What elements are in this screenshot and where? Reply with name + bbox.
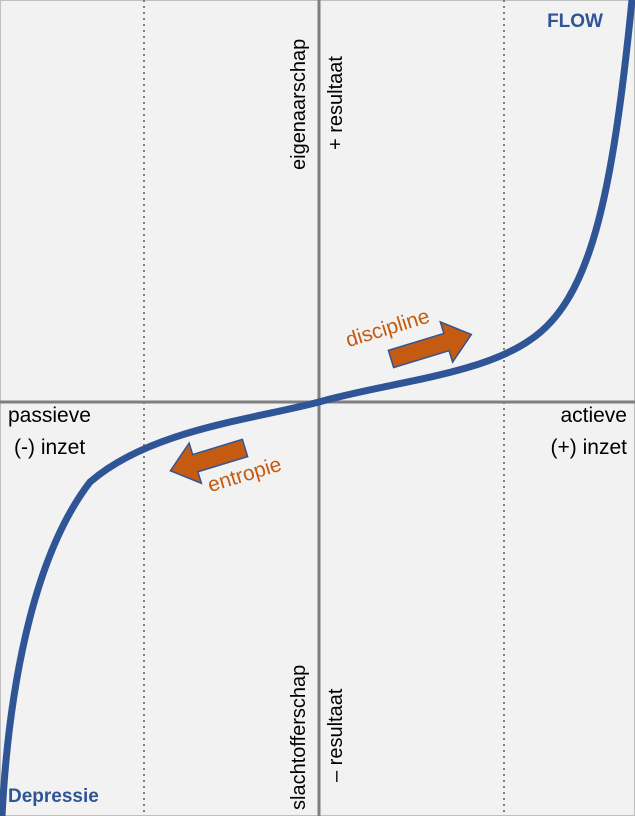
- flow-label: FLOW: [547, 11, 603, 32]
- positive-inzet-text: (+) inzet: [550, 436, 627, 459]
- actieve-text: actieve: [560, 404, 627, 427]
- passieve-text: passieve: [8, 404, 91, 427]
- minus-resultaat-label: – resultaat: [325, 688, 347, 782]
- discipline-arrow: [387, 320, 473, 369]
- negative-inzet-text: (-) inzet: [14, 436, 86, 459]
- entropie-arrow-shape: [169, 438, 249, 485]
- passieve-inzet-label: passieve (-) inzet: [8, 400, 91, 464]
- depressie-label: Depressie: [8, 786, 99, 807]
- discipline-arrow-shape: [387, 320, 473, 369]
- entropie-arrow: [169, 438, 249, 485]
- actieve-inzet-label: actieve (+) inzet: [551, 400, 627, 464]
- eigenaarschap-label: eigenaarschap: [288, 38, 310, 170]
- plus-resultaat-label: + resultaat: [325, 56, 347, 150]
- slachtofferschap-label: slachtofferschap: [288, 664, 310, 810]
